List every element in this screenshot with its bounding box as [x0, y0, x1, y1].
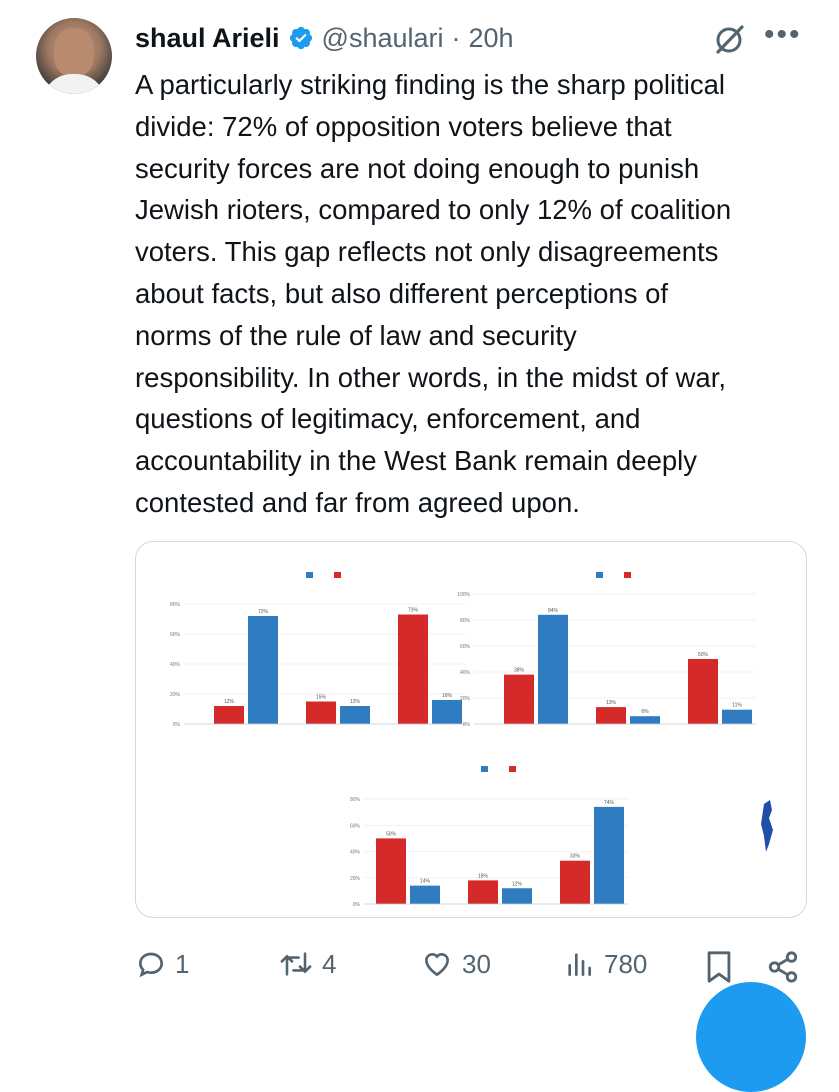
tweet-text: A particularly striking finding is the s…: [135, 69, 732, 518]
chart-1-y-tick-label: 20%: [170, 692, 181, 698]
bookmark-icon[interactable]: [704, 950, 734, 984]
chart-3-bar: [594, 806, 624, 904]
chart-2-bar: [538, 614, 568, 724]
repost-count: 4: [322, 948, 337, 979]
chart-1-legend-swatch-coalition: [334, 572, 341, 578]
share-icon[interactable]: [766, 950, 800, 984]
reply-icon: [138, 952, 164, 978]
heart-icon: [424, 952, 450, 977]
tweet-time[interactable]: 20h: [468, 22, 514, 53]
avatar-face: [54, 28, 94, 76]
chart-3-bar: [376, 838, 406, 904]
chart-2-bar: [722, 709, 752, 724]
chart-3-data-label: 14%: [420, 879, 431, 885]
chart-1-data-label: 73%: [408, 608, 419, 614]
chart-3-bar: [502, 888, 532, 904]
charts-canvas: 0% 20% 40% 60% 80% 12% 15% 73% 72% 12% 16% 0% 20% 40%…: [170, 572, 773, 908]
chart-3-y-tick-label: 20%: [350, 876, 361, 882]
chart-3-legend-swatch-opposition: [481, 766, 488, 772]
chart-3-bar: [560, 860, 590, 904]
author-handle[interactable]: @shaulari: [321, 22, 444, 53]
chart-3-data-label: 33%: [570, 854, 581, 860]
chart-1-bar: [214, 706, 244, 724]
views-button[interactable]: 780: [562, 948, 647, 980]
chart-3-data-label: 18%: [478, 873, 489, 879]
repost-button[interactable]: 4: [278, 948, 336, 980]
chart-1-bar: [398, 614, 428, 724]
chart-1-data-label: 72%: [258, 609, 269, 615]
chart-2-y-tick-label: 60%: [460, 644, 471, 650]
chart-2-bar: [630, 716, 660, 724]
chart-1-legend-swatch-opposition: [306, 572, 313, 578]
chart-2-bar: [688, 659, 718, 724]
compose-fab-button[interactable]: [696, 982, 806, 1092]
chart-2-data-label: 50%: [698, 652, 709, 658]
chart-3-y-tick-label: 40%: [350, 850, 361, 856]
chart-2-legend-swatch-opposition: [596, 572, 603, 578]
chart-2-y-tick-label: 100%: [457, 592, 470, 598]
chart-1-data-label: 16%: [442, 693, 453, 699]
chart-3-y-tick-label: 80%: [350, 797, 361, 803]
chart-2-y-tick-label: 20%: [460, 696, 471, 702]
chart-3-data-label: 74%: [604, 800, 615, 806]
chart-1-bar: [306, 701, 336, 724]
chart-1-data-label: 12%: [350, 699, 361, 705]
verified-badge-icon: [289, 26, 312, 50]
chart-3-legend-swatch-coalition: [509, 766, 516, 772]
like-count: 30: [462, 948, 491, 979]
grok-icon[interactable]: [712, 22, 746, 56]
chart-2-data-label: 38%: [514, 668, 525, 674]
chart-2-y-tick-label: 40%: [460, 670, 471, 676]
header-separator: ·: [451, 22, 461, 53]
reply-button[interactable]: 1: [135, 948, 189, 980]
chart-1-y-tick-label: 40%: [170, 662, 181, 668]
chart-3-y-tick-label: 0%: [353, 902, 361, 908]
chart-2-bar: [504, 674, 534, 724]
chart-3-bar: [410, 885, 440, 904]
chart-1-y-tick-label: 60%: [170, 632, 181, 638]
repost-icon: [280, 952, 312, 976]
tweet-media-image[interactable]: 0% 20% 40% 60% 80% 12% 15% 73% 72% 12% 16% 0% 20% 40%…: [135, 541, 807, 918]
chart-3-bar: [468, 880, 498, 904]
logo-map-mark: [761, 800, 773, 852]
like-button[interactable]: 30: [420, 948, 491, 980]
view-count: 780: [604, 948, 648, 979]
chart-2-y-tick-label: 80%: [460, 618, 471, 624]
chart-1-y-tick-label: 0%: [173, 722, 181, 728]
author-name[interactable]: shaul Arieli: [135, 22, 280, 53]
chart-2-bar: [596, 707, 626, 724]
more-options-icon[interactable]: •••: [764, 18, 802, 51]
chart-1-bar: [340, 706, 370, 724]
chart-2-data-label: 84%: [548, 608, 559, 614]
chart-3-data-label: 50%: [386, 831, 397, 837]
chart-1-bar: [248, 616, 278, 724]
chart-1-y-tick-label: 80%: [170, 602, 181, 608]
chart-2-legend-swatch-coalition: [624, 572, 631, 578]
action-bar: 1 4 30 780: [0, 948, 839, 988]
chart-3-y-tick-label: 60%: [350, 823, 361, 829]
reply-count: 1: [175, 948, 190, 979]
avatar-shirt: [42, 74, 106, 94]
author-avatar[interactable]: [36, 18, 112, 94]
chart-2-y-tick-label: 0%: [463, 722, 471, 728]
tweet-header: shaul Arieli @shaulari · 20h: [135, 18, 514, 58]
chart-3-data-label: 12%: [512, 881, 523, 887]
chart-2-data-label: 13%: [606, 700, 617, 706]
chart-2-data-label: 11%: [732, 703, 742, 709]
chart-1-data-label: 12%: [224, 699, 235, 705]
chart-2-data-label: 6%: [641, 709, 649, 715]
chart-1-bar: [432, 700, 462, 724]
views-icon: [568, 953, 591, 976]
chart-1-data-label: 15%: [316, 695, 327, 701]
